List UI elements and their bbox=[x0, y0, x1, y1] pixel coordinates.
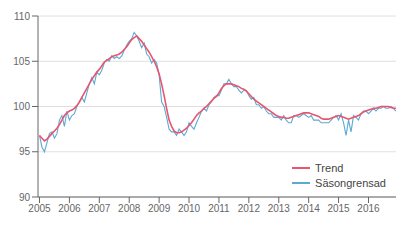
svg-text:2009: 2009 bbox=[148, 203, 171, 214]
svg-text:2006: 2006 bbox=[58, 203, 81, 214]
svg-text:95: 95 bbox=[19, 146, 31, 157]
svg-text:2013: 2013 bbox=[268, 203, 291, 214]
svg-text:2014: 2014 bbox=[298, 203, 321, 214]
svg-text:2005: 2005 bbox=[28, 203, 51, 214]
html-text:Säsongrensad: Säsongrensad bbox=[315, 177, 386, 189]
svg-text:2010: 2010 bbox=[178, 203, 201, 214]
svg-text:2015: 2015 bbox=[327, 203, 350, 214]
svg-text:90: 90 bbox=[19, 192, 31, 203]
svg-text:2011: 2011 bbox=[208, 203, 230, 214]
svg-text:110: 110 bbox=[14, 11, 30, 22]
svg-text:2008: 2008 bbox=[118, 203, 141, 214]
svg-text:105: 105 bbox=[13, 56, 30, 67]
svg-text:2016: 2016 bbox=[357, 203, 380, 214]
svg-text:100: 100 bbox=[13, 101, 30, 112]
svg-text:2007: 2007 bbox=[88, 203, 111, 214]
html-text:Trend: Trend bbox=[315, 162, 344, 174]
svg-text:2012: 2012 bbox=[238, 203, 261, 214]
